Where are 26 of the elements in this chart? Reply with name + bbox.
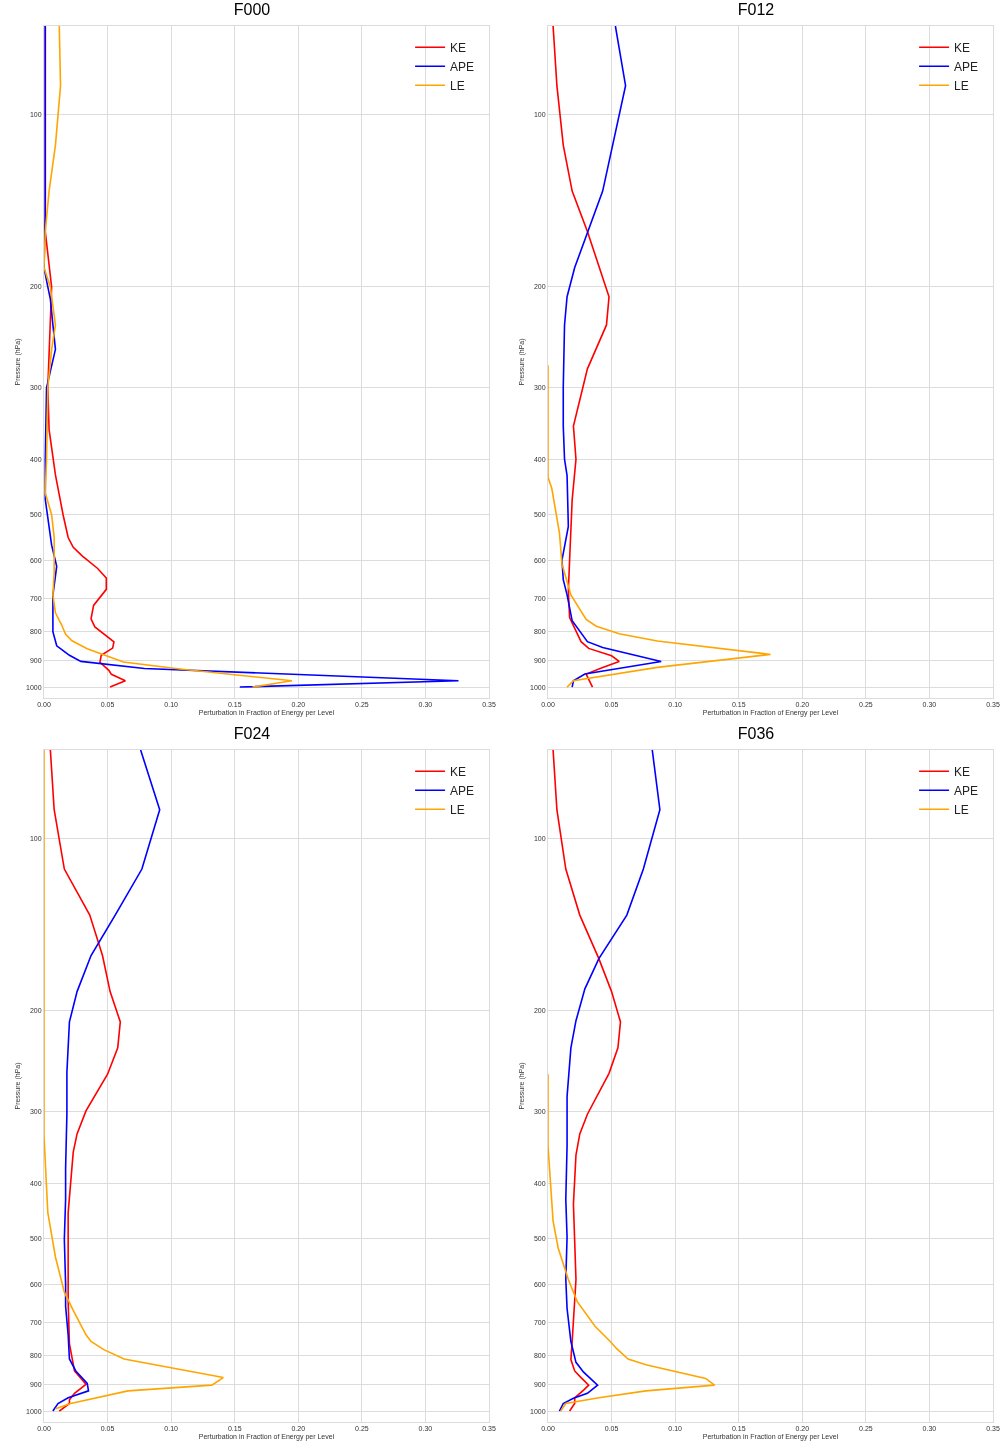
legend-label: APE [450, 59, 475, 74]
legend-label: KE [954, 40, 971, 55]
line-series [548, 364, 772, 688]
line-series [552, 750, 622, 1412]
legend-label: LE [450, 78, 465, 93]
legend-label: LE [450, 802, 465, 817]
line-series [558, 750, 661, 1412]
legend-label: APE [954, 59, 979, 74]
legend-label: APE [954, 783, 979, 798]
line-series [552, 26, 620, 688]
chart-title: F012 [737, 0, 775, 18]
chart-title: F024 [233, 724, 271, 742]
legend-label: KE [450, 40, 467, 55]
legend-label: LE [954, 802, 969, 817]
line-series [561, 26, 662, 688]
line-series [44, 26, 293, 688]
line-series [44, 750, 225, 1410]
legend-label: KE [450, 764, 467, 779]
line-series [548, 1073, 716, 1412]
line-series [52, 750, 161, 1412]
legend-label: LE [954, 78, 969, 93]
legend-label: APE [450, 783, 475, 798]
line-series [49, 750, 122, 1412]
legend-label: KE [954, 764, 971, 779]
chart-title: F036 [737, 724, 775, 742]
chart-title: F000 [233, 0, 271, 18]
